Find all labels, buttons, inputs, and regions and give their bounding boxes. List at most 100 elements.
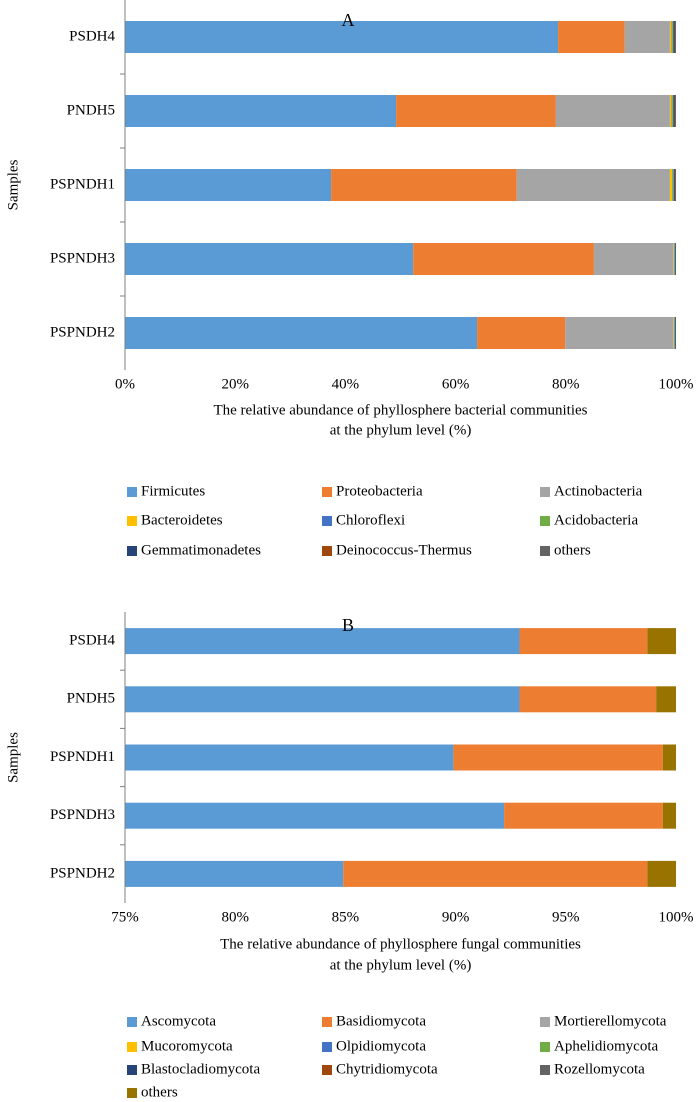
- bar-segment: [413, 243, 594, 275]
- x-tick-label: 100%: [659, 376, 694, 392]
- bar-segment: [673, 243, 675, 275]
- bar-segment: [672, 169, 673, 201]
- x-tick-label: 80%: [221, 909, 249, 925]
- legend-label: Chloroflexi: [336, 512, 405, 528]
- y-tick-label: PSPNDH3: [50, 807, 115, 823]
- bar-segment: [125, 860, 344, 887]
- bar-segment: [671, 95, 673, 127]
- legend-swatch: [127, 1042, 137, 1052]
- legend-label: Mortierellomycota: [554, 1013, 667, 1029]
- legend-label: Firmicutes: [141, 483, 205, 499]
- y-tick-label: PSPNDH2: [50, 324, 115, 340]
- legend-swatch: [127, 487, 137, 497]
- bar-segment: [125, 169, 332, 201]
- chart-title: B: [342, 615, 354, 635]
- x-axis-title: at the phylum level (%): [330, 957, 472, 973]
- bar-segment: [656, 686, 676, 713]
- legend-swatch: [322, 1042, 332, 1052]
- bar-segment: [674, 243, 676, 275]
- bar-segment: [662, 802, 676, 829]
- x-tick-label: 95%: [552, 909, 580, 925]
- bar-segment: [519, 628, 648, 655]
- x-tick-label: 90%: [442, 909, 470, 925]
- bar-segment: [558, 21, 625, 53]
- legend-label: Gemmatimonadetes: [141, 542, 261, 558]
- legend-label: Olpidiomycota: [336, 1038, 426, 1054]
- legend-swatch: [540, 487, 550, 497]
- bar-segment: [125, 21, 559, 53]
- legend-swatch: [540, 546, 550, 556]
- bar-segment: [669, 95, 672, 127]
- bar-segment: [674, 317, 675, 349]
- bar-segment: [674, 243, 675, 275]
- bar-segment: [125, 802, 505, 829]
- bar-segment: [662, 744, 676, 771]
- legend-swatch: [127, 1065, 137, 1075]
- bar-segment: [343, 860, 648, 887]
- bar-segment: [519, 686, 657, 713]
- bar-segment: [125, 317, 478, 349]
- bar-segment: [647, 860, 676, 887]
- bar-segment: [453, 744, 663, 771]
- legend-label: others: [141, 1084, 178, 1100]
- y-axis-title: Samples: [5, 732, 21, 783]
- legend-label: others: [554, 542, 591, 558]
- x-tick-label: 80%: [552, 376, 580, 392]
- legend-label: Proteobacteria: [336, 483, 423, 499]
- y-tick-label: PSPNDH2: [50, 865, 115, 881]
- legend-label: Acidobacteria: [554, 512, 638, 528]
- legend-swatch: [540, 1065, 550, 1075]
- bar-segment: [674, 169, 676, 201]
- y-tick-label: PSPNDH1: [50, 749, 115, 765]
- bar-segment: [555, 95, 670, 127]
- chart-title: A: [342, 10, 355, 30]
- legend-label: Mucoromycota: [141, 1038, 233, 1054]
- legend-swatch: [127, 516, 137, 526]
- bar-segment: [672, 169, 674, 201]
- y-axis-title: Samples: [5, 159, 21, 210]
- legend-swatch: [127, 1088, 137, 1098]
- legend-swatch: [322, 487, 332, 497]
- legend-swatch: [127, 1017, 137, 1027]
- y-tick-label: PNDH5: [67, 102, 115, 118]
- bar-segment: [672, 95, 674, 127]
- bar-segment: [125, 95, 397, 127]
- bar-segment: [477, 317, 566, 349]
- bar-segment: [674, 317, 676, 349]
- bar-segment: [125, 686, 520, 713]
- legend-swatch: [127, 546, 137, 556]
- legend-label: Bacteroidetes: [141, 512, 223, 528]
- bar-segment: [516, 169, 670, 201]
- legend-label: Aphelidiomycota: [554, 1038, 658, 1054]
- bar-segment: [669, 21, 672, 53]
- legend-label: Actinobacteria: [554, 483, 643, 499]
- legend-swatch: [322, 546, 332, 556]
- legend-swatch: [540, 1017, 550, 1027]
- plot-area: [125, 21, 676, 349]
- legend-swatch: [540, 516, 550, 526]
- bar-segment: [673, 317, 675, 349]
- bar-segment: [672, 21, 674, 53]
- x-tick-label: 60%: [442, 376, 470, 392]
- x-axis-title: The relative abundance of phyllosphere f…: [220, 936, 581, 952]
- bar-segment: [125, 628, 520, 655]
- x-axis-title: at the phylum level (%): [330, 422, 472, 438]
- legend-swatch: [322, 1065, 332, 1075]
- bar-segment: [647, 628, 676, 655]
- bar-segment: [565, 317, 674, 349]
- y-tick-label: PSDH4: [69, 28, 115, 44]
- bar-segment: [675, 21, 676, 53]
- y-tick-label: PSPNDH3: [50, 250, 115, 266]
- bar-segment: [669, 169, 673, 201]
- x-tick-label: 85%: [332, 909, 360, 925]
- y-tick-label: PNDH5: [67, 691, 115, 707]
- x-tick-label: 100%: [659, 909, 694, 925]
- legend-label: Rozellomycota: [554, 1061, 645, 1077]
- bar-segment: [624, 21, 670, 53]
- bar-segment: [673, 169, 675, 201]
- legend-label: Chytridiomycota: [336, 1061, 438, 1077]
- bar-segment: [675, 169, 676, 201]
- bar-segment: [675, 243, 676, 275]
